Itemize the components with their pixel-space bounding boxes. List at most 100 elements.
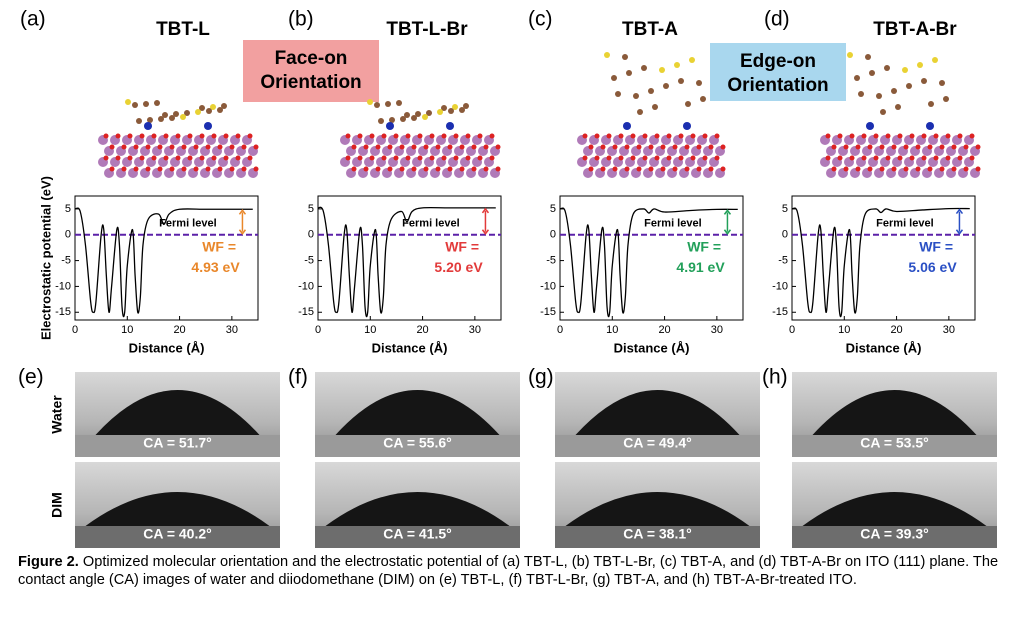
- slab-atom: [163, 155, 169, 161]
- anchor-atom: [683, 122, 691, 130]
- molecule-atom: [396, 100, 402, 106]
- slab-atom: [927, 166, 933, 172]
- slab-atom: [133, 166, 139, 172]
- slab-atom: [921, 155, 927, 161]
- y-tick-label: 5: [308, 203, 314, 215]
- wf-arrowhead: [481, 207, 490, 235]
- slab-atom: [103, 133, 109, 139]
- molecule-atom: [663, 83, 669, 89]
- molecule-atom: [685, 101, 691, 107]
- panel-label: (a): [20, 8, 46, 31]
- molecule-atom: [154, 100, 160, 106]
- slab-atom: [861, 133, 867, 139]
- molecule-atom: [199, 105, 205, 111]
- slab-atom: [588, 144, 594, 150]
- slab-atom: [441, 133, 447, 139]
- molecule-atom: [678, 78, 684, 84]
- slab-atom: [672, 166, 678, 172]
- x-tick-label: 20: [416, 324, 428, 336]
- slab-atom: [702, 133, 708, 139]
- slab-atom: [939, 166, 945, 172]
- slab-atom: [169, 144, 175, 150]
- droplet: [85, 492, 270, 526]
- molecule-atom: [917, 62, 923, 68]
- slab-atom: [933, 155, 939, 161]
- x-axis-label: Distance (Å): [846, 340, 922, 355]
- anchor-atom: [866, 122, 874, 130]
- slab-atom: [957, 155, 963, 161]
- slab-atom: [447, 144, 453, 150]
- wf-label: WF =: [202, 238, 236, 254]
- slab-atom: [381, 155, 387, 161]
- y-tick-label: -15: [55, 306, 71, 318]
- slab-atom: [879, 144, 885, 150]
- slab-atom: [453, 133, 459, 139]
- panel-title: TBT-L: [156, 19, 210, 40]
- droplet: [812, 390, 977, 435]
- contact-angle: CA = 39.3°: [860, 526, 929, 542]
- panel-label: (b): [288, 8, 314, 31]
- molecule-atom: [184, 110, 190, 116]
- plot-frame: [791, 195, 976, 321]
- droplet: [325, 492, 510, 526]
- slab-atom: [187, 133, 193, 139]
- slab-atom: [193, 144, 199, 150]
- x-tick-label: 30: [469, 324, 481, 336]
- wf-value: 5.06 eV: [908, 259, 957, 275]
- substrate: [315, 526, 520, 548]
- slab-atom: [459, 144, 465, 150]
- molecule-atom: [385, 101, 391, 107]
- slab-atom: [447, 166, 453, 172]
- wf-arrowhead: [723, 209, 732, 235]
- molecule-atom: [389, 117, 395, 123]
- slab-atom: [630, 155, 636, 161]
- figure: (a) TBT-L (b) TBT-L-Br (c) TBT-A (d) TBT-A-Br Fa…: [18, 8, 997, 548]
- molecule-atom: [147, 117, 153, 123]
- x-tick-label: 10: [121, 324, 133, 336]
- molecule-atom: [615, 91, 621, 97]
- slab-atom: [363, 144, 369, 150]
- slab-atom: [357, 155, 363, 161]
- fermi-level-label: Fermi level: [402, 217, 459, 229]
- slab-atom: [229, 144, 235, 150]
- slab-atom: [600, 144, 606, 150]
- slab-atom: [345, 133, 351, 139]
- slab-atom: [927, 144, 933, 150]
- slab-atom: [672, 144, 678, 150]
- slab-atom: [357, 133, 363, 139]
- wf-value: 5.20 eV: [434, 259, 483, 275]
- slab-atom: [855, 144, 861, 150]
- slab-atom: [465, 133, 471, 139]
- slab-atom: [708, 144, 714, 150]
- slab-atom: [483, 166, 489, 172]
- slab-atom: [642, 155, 648, 161]
- slab-atom: [897, 155, 903, 161]
- slab-atom: [915, 166, 921, 172]
- slab-atom: [618, 133, 624, 139]
- molecule-atom: [448, 108, 454, 114]
- molecule-atom: [180, 114, 186, 120]
- slab-atom: [714, 155, 720, 161]
- y-axis-label: Electrostatic potential (eV): [38, 176, 53, 340]
- figure-caption: Figure 2. Optimized molecular orientatio…: [18, 553, 1026, 589]
- x-tick-label: 10: [364, 324, 376, 336]
- slab-atom: [582, 155, 588, 161]
- molecule-atom: [132, 102, 138, 108]
- molecule-atom: [206, 108, 212, 114]
- slab-atom: [879, 166, 885, 172]
- contact-angle: CA = 51.7°: [143, 435, 212, 451]
- slab-atom: [891, 166, 897, 172]
- slab-atom: [471, 166, 477, 172]
- slab-atom: [885, 133, 891, 139]
- slab-atom: [429, 155, 435, 161]
- slab-atom: [654, 155, 660, 161]
- slab-atom: [393, 133, 399, 139]
- slab-atom: [666, 155, 672, 161]
- slab-atom: [831, 144, 837, 150]
- slab-atom: [429, 133, 435, 139]
- slab-atom: [909, 155, 915, 161]
- x-tick-label: 10: [838, 324, 850, 336]
- slab-atom: [223, 133, 229, 139]
- slab-atom: [163, 133, 169, 139]
